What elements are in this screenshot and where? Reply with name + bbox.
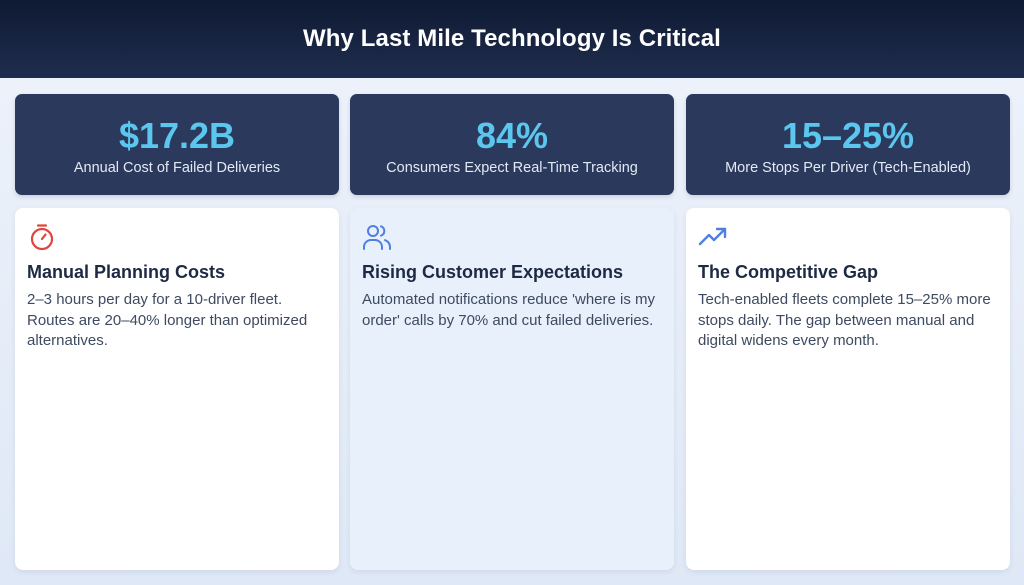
card-body: Tech-enabled fleets complete 15–25% more… <box>698 291 991 349</box>
card-manual-planning: Manual Planning Costs 2–3 hours per day … <box>15 208 339 570</box>
trending-up-icon <box>698 227 727 246</box>
header-banner: Why Last Mile Technology Is Critical <box>0 0 1024 78</box>
card-competitive-gap: The Competitive Gap Tech-enabled fleets … <box>686 208 1010 570</box>
stat-value: $17.2B <box>118 114 236 156</box>
stat-label: Annual Cost of Failed Deliveries <box>73 159 281 176</box>
stat-label: Consumers Expect Real-Time Tracking <box>386 159 638 176</box>
stat-value: 84% <box>475 114 549 156</box>
page-title: Why Last Mile Technology Is Critical <box>303 25 721 52</box>
stat-card-real-time-tracking: 84% Consumers Expect Real-Time Tracking <box>350 94 674 195</box>
card-body: Automated notifications reduce 'where is… <box>362 291 656 329</box>
stat-value: 15–25% <box>781 114 915 156</box>
card-customer-expectations: Rising Customer Expectations Automated n… <box>350 208 674 570</box>
card-title: The Competitive Gap <box>698 262 879 282</box>
card-body: 2–3 hours per day for a 10-driver fleet.… <box>27 291 308 349</box>
card-title: Manual Planning Costs <box>27 262 226 282</box>
stat-card-more-stops: 15–25% More Stops Per Driver (Tech-Enabl… <box>686 94 1010 195</box>
stat-card-failed-deliveries: $17.2B Annual Cost of Failed Deliveries <box>15 94 339 195</box>
card-title: Rising Customer Expectations <box>362 262 624 282</box>
stat-label: More Stops Per Driver (Tech-Enabled) <box>725 159 971 176</box>
users-icon <box>363 225 392 250</box>
stopwatch-icon <box>30 224 54 251</box>
